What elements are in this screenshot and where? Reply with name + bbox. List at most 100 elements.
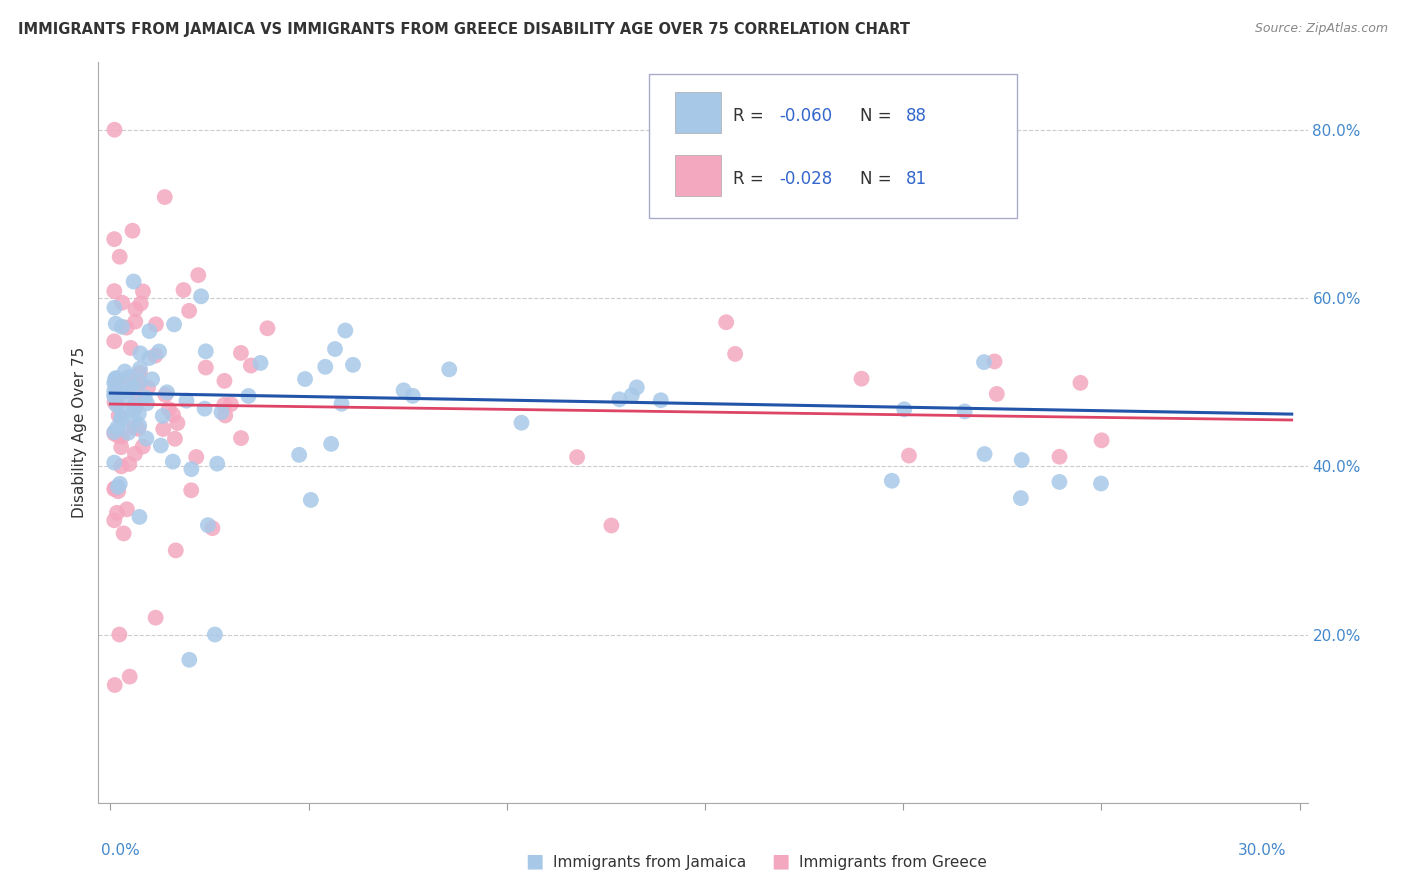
Point: [107, 428, 129, 442]
Point: [103, 334, 125, 349]
Point: [194, 360, 217, 375]
Point: [132, 440, 155, 454]
Point: [149, 438, 172, 452]
Point: [166, 416, 188, 430]
Point: [121, 224, 143, 238]
Point: [103, 513, 125, 527]
Text: N =: N =: [860, 170, 897, 188]
Point: [249, 356, 271, 370]
Point: [194, 344, 217, 359]
Text: R =: R =: [734, 108, 769, 126]
Point: [125, 400, 148, 414]
Point: [120, 341, 142, 355]
Point: [111, 404, 134, 418]
Point: [238, 389, 260, 403]
Point: [209, 405, 232, 419]
Point: [321, 437, 343, 451]
Point: [157, 402, 180, 417]
Point: [173, 283, 195, 297]
Point: [609, 392, 631, 407]
Point: [103, 426, 125, 441]
Point: [205, 457, 228, 471]
Point: [103, 301, 125, 315]
Point: [1090, 476, 1112, 491]
Point: [179, 303, 201, 318]
Point: [129, 366, 152, 380]
Point: [124, 302, 146, 317]
Text: 30.0%: 30.0%: [1239, 843, 1286, 858]
Y-axis label: Disability Age Over 75: Disability Age Over 75: [72, 347, 87, 518]
Point: [973, 355, 995, 369]
Point: [165, 543, 187, 558]
Text: Immigrants from Jamaica: Immigrants from Jamaica: [553, 855, 745, 870]
Point: [114, 392, 136, 406]
Point: [111, 295, 134, 310]
Point: [134, 390, 156, 404]
Point: [110, 412, 132, 426]
Point: [129, 375, 152, 389]
Point: [103, 395, 125, 409]
Point: [135, 396, 157, 410]
Point: [299, 492, 322, 507]
Point: [104, 317, 127, 331]
Point: [565, 450, 588, 464]
Point: [118, 670, 141, 684]
Point: [620, 388, 643, 402]
Point: [145, 318, 167, 332]
Point: [112, 526, 135, 541]
Point: [125, 378, 148, 392]
Point: [893, 402, 915, 417]
Point: [510, 416, 533, 430]
Point: [229, 431, 252, 445]
Point: [138, 351, 160, 365]
Point: [342, 358, 364, 372]
Point: [121, 380, 143, 394]
Text: ■: ■: [524, 852, 544, 871]
Point: [1010, 491, 1032, 505]
Point: [124, 315, 146, 329]
Point: [111, 430, 134, 444]
Point: [155, 388, 177, 402]
Point: [111, 385, 134, 400]
Point: [110, 440, 132, 454]
Point: [214, 409, 236, 423]
Point: [162, 455, 184, 469]
Point: [105, 374, 128, 388]
Point: [214, 374, 236, 388]
Point: [153, 190, 176, 204]
Point: [190, 289, 212, 303]
Point: [103, 387, 125, 401]
Text: Immigrants from Greece: Immigrants from Greece: [799, 855, 987, 870]
Point: [162, 408, 184, 422]
Point: [114, 364, 136, 378]
Point: [897, 449, 920, 463]
Point: [105, 376, 128, 390]
Text: ■: ■: [770, 852, 790, 871]
Point: [1069, 376, 1091, 390]
Point: [122, 420, 145, 434]
Text: 88: 88: [905, 108, 927, 126]
Point: [105, 481, 128, 495]
Point: [600, 518, 623, 533]
Point: [724, 347, 747, 361]
Text: IMMIGRANTS FROM JAMAICA VS IMMIGRANTS FROM GREECE DISABILITY AGE OVER 75 CORRELA: IMMIGRANTS FROM JAMAICA VS IMMIGRANTS FR…: [18, 22, 910, 37]
Point: [103, 376, 125, 390]
Point: [115, 320, 138, 334]
Point: [103, 390, 125, 404]
Point: [111, 319, 134, 334]
Point: [330, 397, 353, 411]
Point: [194, 401, 217, 416]
Point: [143, 349, 166, 363]
Point: [122, 412, 145, 426]
Point: [120, 373, 142, 387]
Point: [973, 447, 995, 461]
Point: [986, 387, 1008, 401]
Point: [880, 474, 903, 488]
Point: [122, 403, 145, 417]
Point: [122, 275, 145, 289]
Point: [204, 627, 226, 641]
Point: [392, 384, 415, 398]
Point: [163, 318, 186, 332]
Point: [229, 346, 252, 360]
Point: [108, 476, 131, 491]
